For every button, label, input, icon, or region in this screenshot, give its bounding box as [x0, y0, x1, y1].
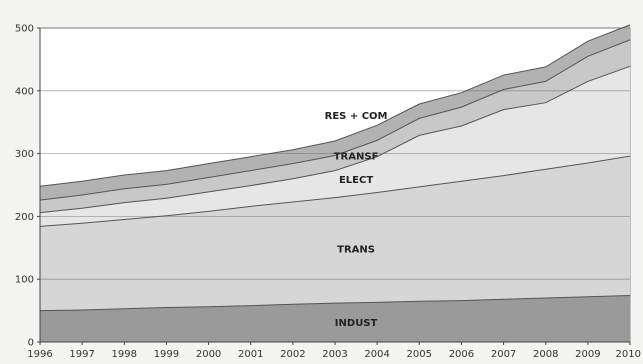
line-trans	[39, 155, 631, 227]
x-tick-2004: 2004	[364, 349, 389, 360]
x-tick-2000: 2000	[196, 349, 221, 360]
label-res-com: RES + COM	[325, 111, 388, 122]
x-tick-2008: 2008	[533, 349, 558, 360]
area-trans	[40, 156, 630, 311]
area-indust	[40, 295, 630, 342]
x-tick-2002: 2002	[280, 349, 305, 360]
line-transf	[39, 39, 631, 201]
x-tick-1998: 1998	[112, 349, 137, 360]
line-elect	[39, 65, 631, 214]
x-tick-1999: 1999	[154, 349, 179, 360]
y-tick-500: 500	[15, 24, 34, 35]
y-tick-100: 100	[15, 275, 34, 286]
label-trans: TRANS	[337, 244, 375, 255]
x-tick-2005: 2005	[407, 349, 432, 360]
x-tick-2003: 2003	[322, 349, 347, 360]
line-res-com	[39, 24, 631, 187]
y-tick-300: 300	[15, 149, 34, 160]
area-elect	[40, 66, 630, 227]
x-tick-1997: 1997	[69, 349, 94, 360]
label-elect: ELECT	[339, 175, 373, 186]
y-tick-0: 0	[28, 338, 34, 349]
x-tick-2006: 2006	[449, 349, 474, 360]
line-indust	[39, 295, 631, 312]
label-transf: TRANSF	[334, 151, 379, 162]
x-tick-2007: 2007	[491, 349, 516, 360]
y-tick-400: 400	[15, 86, 34, 97]
label-indust: INDUST	[335, 318, 378, 329]
x-tick-2009: 2009	[575, 349, 600, 360]
x-tick-2010: 2010	[616, 349, 641, 360]
x-tick-2001: 2001	[238, 349, 263, 360]
area-res-com	[40, 24, 630, 201]
area-transf	[40, 39, 630, 213]
y-tick-200: 200	[15, 212, 34, 223]
x-tick-1996: 1996	[27, 349, 52, 360]
